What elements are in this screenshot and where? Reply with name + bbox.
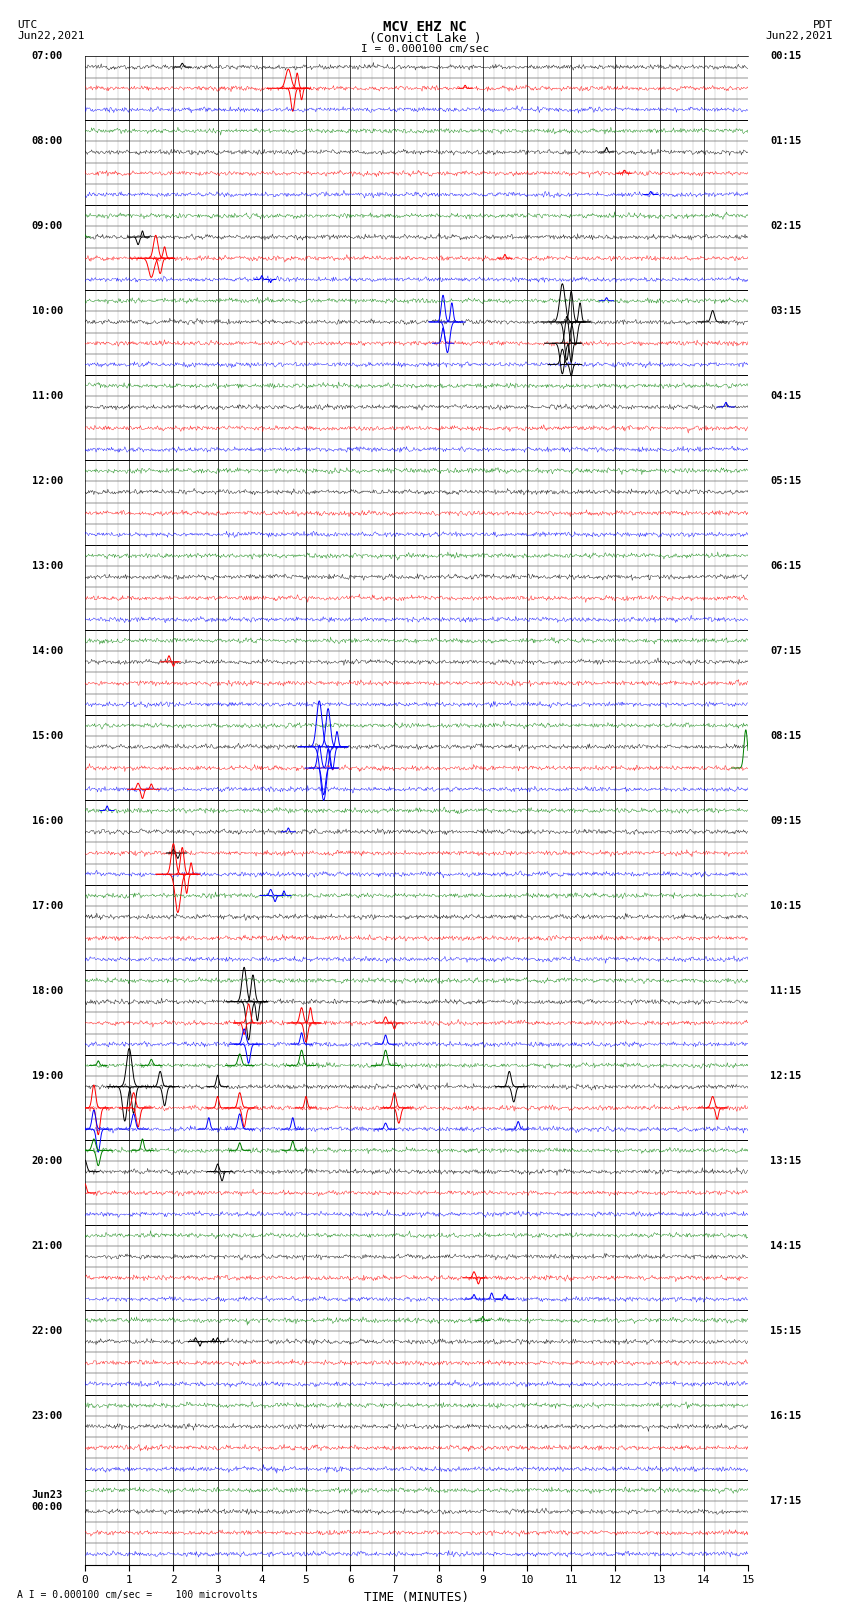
Text: I = 0.000100 cm/sec: I = 0.000100 cm/sec <box>361 44 489 55</box>
Text: A I = 0.000100 cm/sec =    100 microvolts: A I = 0.000100 cm/sec = 100 microvolts <box>17 1590 258 1600</box>
Text: 19:00: 19:00 <box>31 1071 63 1081</box>
Text: 21:00: 21:00 <box>31 1240 63 1252</box>
Text: (Convict Lake ): (Convict Lake ) <box>369 32 481 45</box>
Text: 14:00: 14:00 <box>31 647 63 656</box>
Text: Jun22,2021: Jun22,2021 <box>766 31 833 40</box>
Text: 22:00: 22:00 <box>31 1326 63 1336</box>
Text: PDT: PDT <box>813 19 833 31</box>
Text: 08:15: 08:15 <box>770 731 802 742</box>
Text: 04:15: 04:15 <box>770 392 802 402</box>
Text: 07:15: 07:15 <box>770 647 802 656</box>
Text: 08:00: 08:00 <box>31 137 63 147</box>
Text: UTC: UTC <box>17 19 37 31</box>
Text: 10:00: 10:00 <box>31 306 63 316</box>
Text: 05:15: 05:15 <box>770 476 802 486</box>
Text: 13:15: 13:15 <box>770 1157 802 1166</box>
Text: 03:15: 03:15 <box>770 306 802 316</box>
Text: 12:15: 12:15 <box>770 1071 802 1081</box>
Text: 11:00: 11:00 <box>31 392 63 402</box>
Text: 13:00: 13:00 <box>31 561 63 571</box>
Text: 11:15: 11:15 <box>770 986 802 997</box>
Text: Jun22,2021: Jun22,2021 <box>17 31 84 40</box>
Text: 00:15: 00:15 <box>770 52 802 61</box>
Text: MCV EHZ NC: MCV EHZ NC <box>383 19 467 34</box>
Text: 23:00: 23:00 <box>31 1411 63 1421</box>
Text: 10:15: 10:15 <box>770 902 802 911</box>
Text: Jun23
00:00: Jun23 00:00 <box>31 1490 63 1511</box>
Text: 02:15: 02:15 <box>770 221 802 231</box>
Text: 17:15: 17:15 <box>770 1495 802 1507</box>
Text: 15:00: 15:00 <box>31 731 63 742</box>
Text: 09:15: 09:15 <box>770 816 802 826</box>
Text: 17:00: 17:00 <box>31 902 63 911</box>
Text: 09:00: 09:00 <box>31 221 63 231</box>
X-axis label: TIME (MINUTES): TIME (MINUTES) <box>364 1590 469 1603</box>
Text: 07:00: 07:00 <box>31 52 63 61</box>
Text: 01:15: 01:15 <box>770 137 802 147</box>
Text: 16:00: 16:00 <box>31 816 63 826</box>
Text: 12:00: 12:00 <box>31 476 63 486</box>
Text: 16:15: 16:15 <box>770 1411 802 1421</box>
Text: 18:00: 18:00 <box>31 986 63 997</box>
Text: 14:15: 14:15 <box>770 1240 802 1252</box>
Text: 06:15: 06:15 <box>770 561 802 571</box>
Text: 15:15: 15:15 <box>770 1326 802 1336</box>
Text: 20:00: 20:00 <box>31 1157 63 1166</box>
